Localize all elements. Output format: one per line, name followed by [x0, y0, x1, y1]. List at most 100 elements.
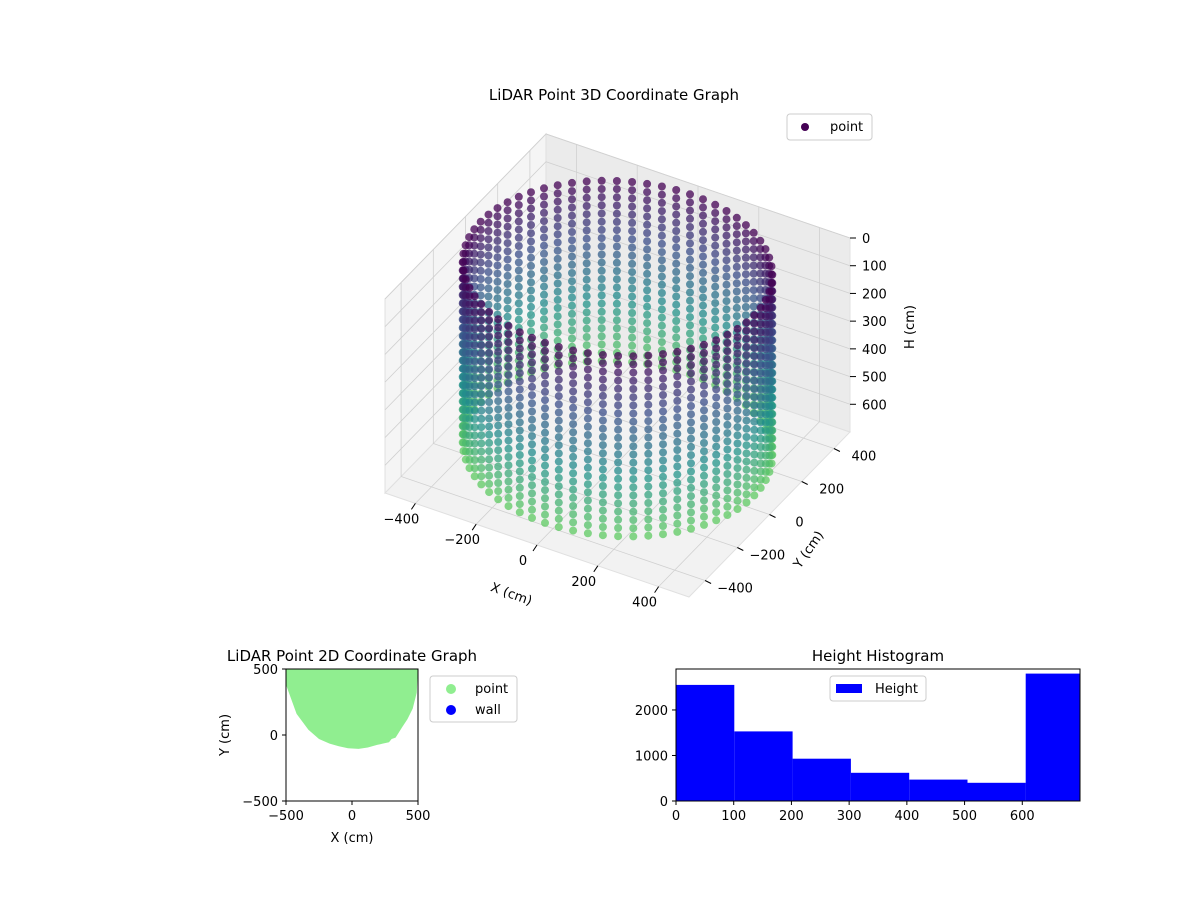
scatter3d-point: [583, 488, 592, 497]
scatter3d-point: [711, 282, 720, 291]
scatter3d-point: [485, 422, 494, 431]
scatter3d-point: [515, 385, 524, 394]
scatter3d-grid-z: [384, 216, 851, 383]
scatter3d-point: [659, 407, 667, 416]
scatter3d-point: [494, 470, 503, 479]
scatter3d-point: [583, 422, 592, 431]
scatter3d-point: [657, 321, 666, 330]
scatter3d-point: [711, 258, 720, 267]
scatter3d-point: [644, 531, 653, 540]
scatter3d-point: [582, 234, 591, 243]
scatter3d-point: [503, 304, 512, 313]
scatter3d-point: [700, 389, 708, 398]
scatter3d-point: [515, 352, 524, 361]
scatter3d-point: [484, 227, 493, 235]
scatter3d-point: [750, 458, 759, 467]
scatter3d-point: [554, 433, 563, 442]
scatter3d-point: [477, 390, 486, 399]
scatter3d-point: [659, 415, 667, 424]
scatter3d-point: [485, 365, 494, 374]
scatter3d-point: [749, 286, 758, 295]
scatter3d-point: [742, 400, 751, 409]
scatter3d-point: [750, 385, 759, 393]
scatter3d-ztick-label: 500: [862, 371, 887, 386]
scatter3d-point: [477, 316, 486, 325]
scatter3d-point: [493, 261, 502, 270]
scatter3d-point: [750, 442, 759, 451]
scatter3d-point: [723, 330, 732, 339]
scatter3d-point: [629, 360, 638, 369]
scatter3d-point: [673, 364, 682, 373]
scatter3d-point: [733, 333, 742, 342]
scatter3d-point: [598, 432, 607, 441]
scatter3d-point: [687, 483, 695, 492]
scatter3d-point: [686, 231, 694, 240]
scatter3d-point: [568, 203, 576, 212]
scatter3d-point: [527, 319, 535, 328]
scatter3d-point: [527, 278, 535, 287]
scatter3d-point: [597, 291, 606, 300]
scatter3d-point: [470, 341, 479, 350]
scatter3d-point: [756, 236, 765, 245]
scatter3d-point: [515, 492, 524, 500]
scatter3d-point: [514, 217, 523, 226]
scatter3d-point: [699, 326, 707, 335]
scatter3d-point: [504, 469, 513, 478]
scatter3d-point: [749, 237, 758, 245]
scatter3d-point: [750, 401, 759, 410]
scatter3d-point: [569, 412, 578, 420]
scatter3d-point: [470, 406, 479, 415]
scatter3d-point: [767, 279, 776, 288]
scatter3d-point: [712, 450, 721, 459]
scatter3d-point: [687, 475, 695, 484]
scatter3d-point: [659, 489, 667, 498]
scatter3d-point: [750, 352, 759, 361]
scatter3d-point: [612, 308, 621, 316]
scatter3d-point: [722, 297, 731, 306]
scatter3d-point: [504, 346, 513, 355]
scatter3d-point: [582, 210, 591, 219]
scatter3d-point: [644, 449, 653, 458]
scatter3d-point: [569, 452, 578, 461]
scatter3d-point: [700, 447, 708, 456]
scatter3d-point: [540, 331, 548, 340]
scatter3d-point: [494, 397, 503, 406]
scatter3d-point: [540, 208, 548, 217]
scatter3d-point: [733, 439, 742, 448]
scatter3d-point: [741, 270, 750, 279]
scatter3d-point: [569, 485, 578, 494]
scatter3d-point: [597, 242, 606, 251]
scatter3d-point: [598, 383, 607, 392]
scatter3d-point: [568, 260, 576, 269]
scatter3d-point: [484, 276, 493, 285]
scatter3d-point: [723, 478, 732, 487]
scatter3d-point: [568, 309, 576, 318]
scatter3d-point: [643, 204, 652, 213]
scatter3d-ytick-label: 0: [795, 516, 803, 531]
scatter3d-point: [628, 210, 637, 219]
scatter3d-point: [659, 423, 667, 432]
scatter3d-point: [582, 316, 591, 325]
scatter3d-point: [614, 401, 623, 410]
scatter3d-point: [568, 301, 576, 310]
scatter3d-ytick: [769, 514, 776, 518]
scatter3d-point: [699, 334, 707, 343]
scatter3d-point: [657, 207, 666, 216]
scatter3d-point: [699, 219, 707, 228]
scatter3d-point: [485, 455, 494, 464]
scatter3d-point: [700, 496, 708, 505]
scatter3d-point: [493, 228, 502, 237]
scatter3d-point: [686, 223, 694, 231]
scatter3d-point: [582, 324, 591, 333]
scatter3d-ztick-label: 200: [862, 287, 887, 302]
histogram-bar: [909, 779, 968, 801]
scatter3d-point: [597, 234, 606, 243]
histogram-bars: [676, 673, 1080, 801]
scatter3d-point: [657, 264, 666, 273]
scatter3d-point: [700, 365, 708, 374]
scatter3d-point: [569, 469, 578, 478]
scatter3d-point: [643, 237, 652, 246]
scatter3d-point: [628, 341, 637, 350]
scatter3d-point: [476, 275, 485, 283]
